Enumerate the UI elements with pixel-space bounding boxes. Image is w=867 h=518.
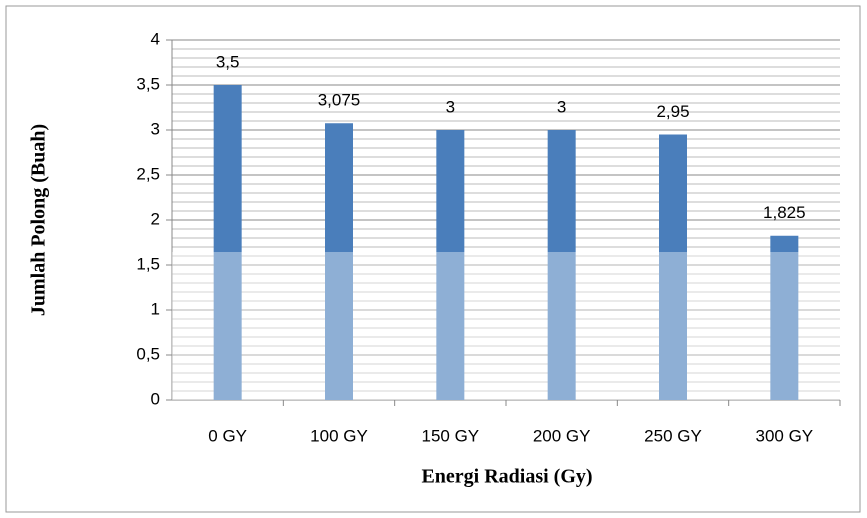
bar [659, 134, 687, 400]
bar [436, 130, 465, 400]
y-tick-label: 0,5 [136, 344, 160, 363]
data-label: 3,075 [318, 91, 361, 110]
y-axis-title: Jumlah Polong (Buah) [28, 124, 50, 316]
x-tick-label: 150 GY [422, 426, 480, 445]
y-tick-label: 3 [151, 119, 160, 138]
x-tick-label: 0 GY [208, 426, 247, 445]
y-tick-label: 2 [151, 209, 160, 228]
y-tick-label: 1,5 [136, 254, 160, 273]
y-tick-label: 1 [151, 299, 160, 318]
data-label: 1,825 [763, 203, 806, 222]
bar [325, 123, 353, 400]
x-tick-label: 250 GY [644, 426, 702, 445]
x-axis-title: Energi Radiasi (Gy) [421, 466, 592, 488]
x-tick-label: 200 GY [533, 426, 591, 445]
watermark [172, 252, 840, 400]
plot-area: 0 0,5 1 1,5 2 2,5 3 3,5 4 0 GY 3,5 100 GY 3,075 150 G… [136, 29, 841, 445]
bar [547, 130, 576, 400]
y-tick-label: 3,5 [136, 74, 160, 93]
data-label: 3,5 [216, 52, 240, 71]
y-tick-label: 0 [151, 389, 160, 408]
bar [770, 235, 799, 400]
bar [213, 85, 242, 400]
chart-border [5, 5, 861, 513]
x-tick-label: 300 GY [756, 426, 814, 445]
data-label: 3 [557, 97, 566, 116]
data-label: 3 [446, 97, 455, 116]
y-tick-label: 2,5 [136, 164, 160, 183]
x-tick-label: 100 GY [310, 426, 368, 445]
data-label: 2,95 [656, 102, 689, 121]
y-tick-label: 4 [151, 29, 160, 48]
